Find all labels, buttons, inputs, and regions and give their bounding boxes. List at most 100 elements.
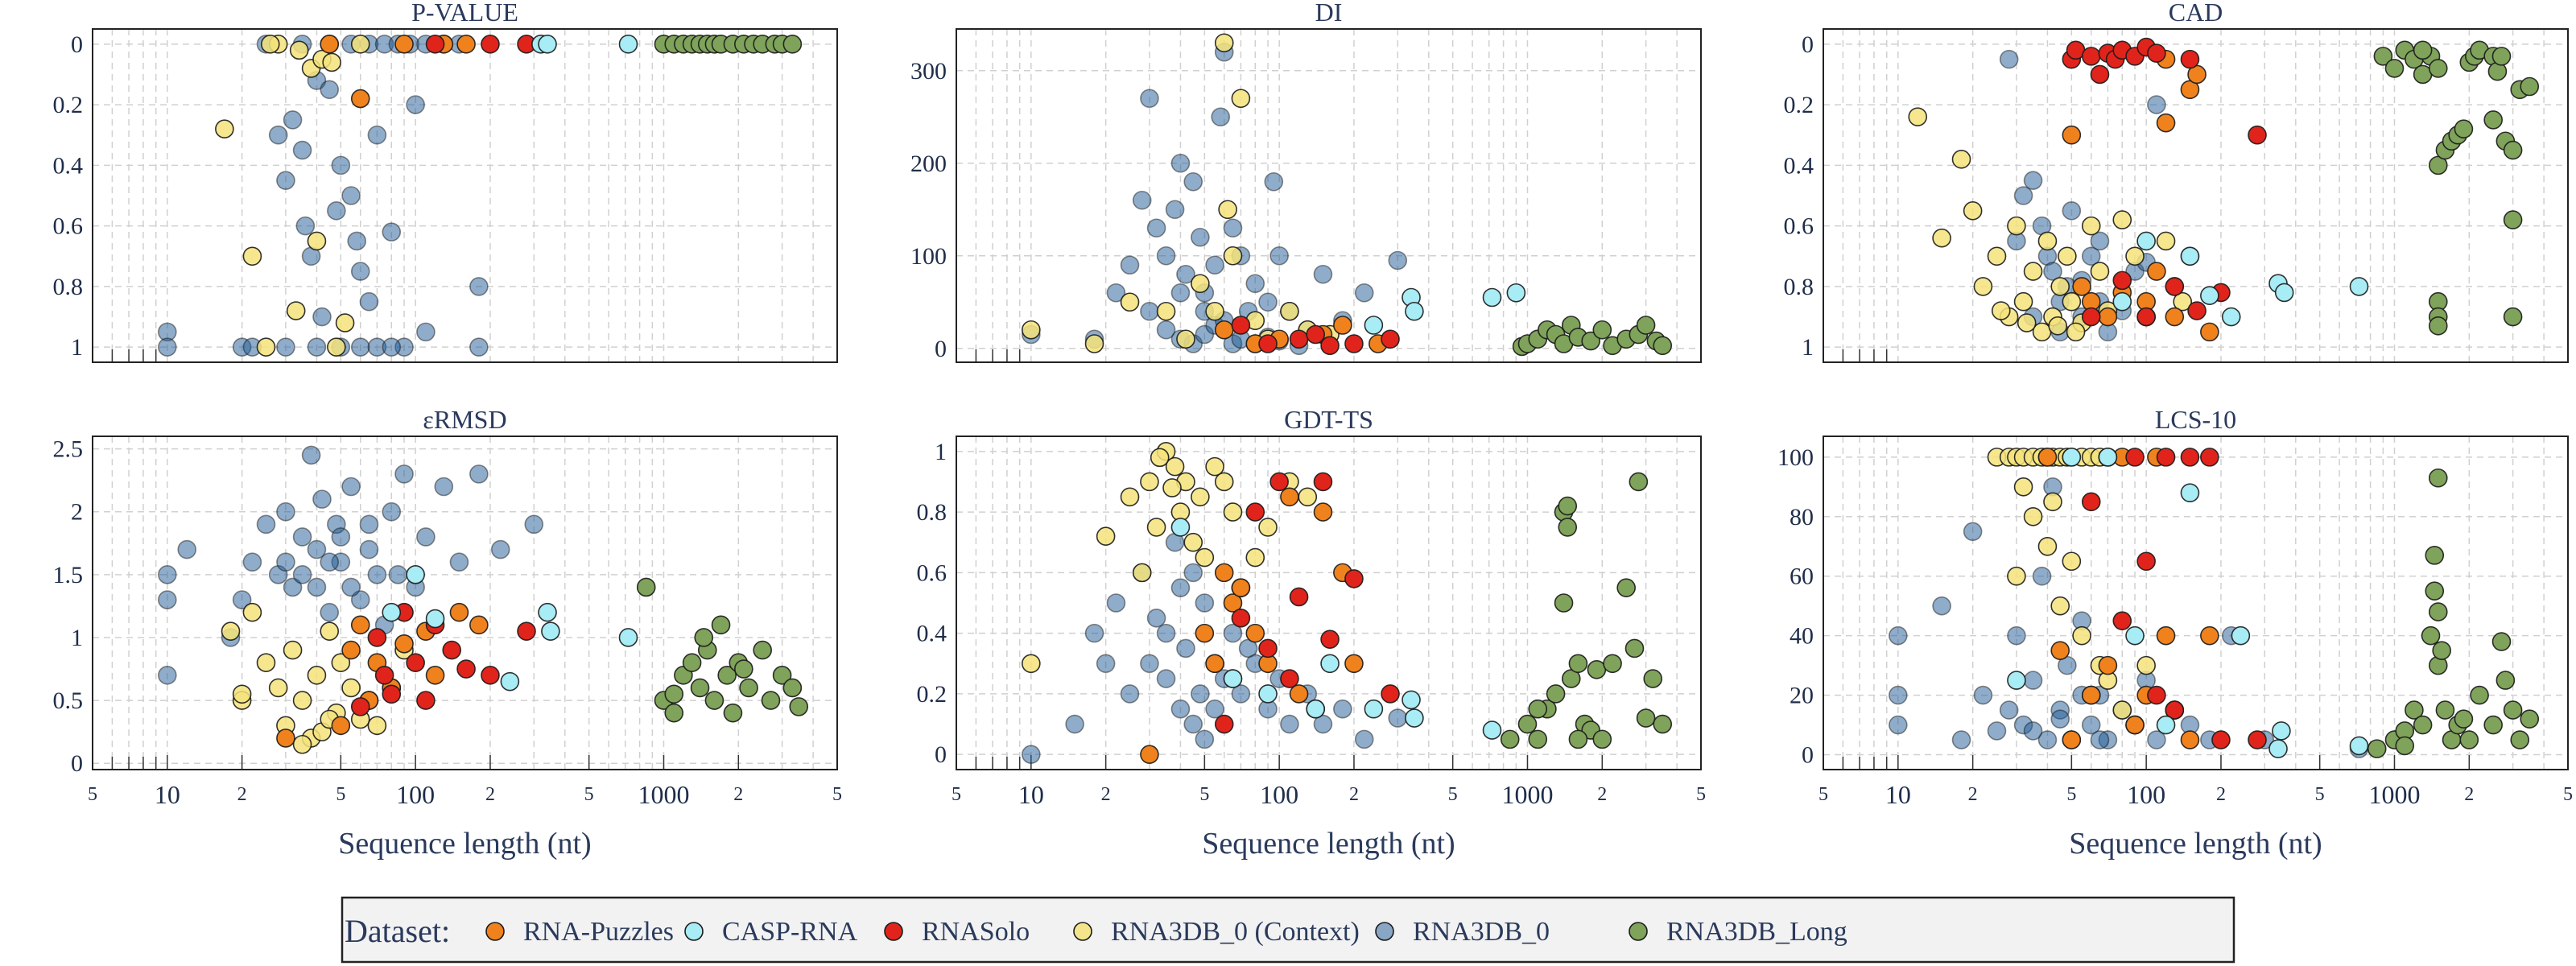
data-point [2072, 277, 2091, 296]
data-point [2413, 40, 2433, 60]
data-point [1258, 684, 1278, 704]
y-tick-label: 1 [1802, 334, 1814, 361]
data-point [2435, 700, 2455, 720]
data-point [1653, 336, 1673, 356]
x-tick-label: 100 [2127, 780, 2165, 809]
data-point [2081, 216, 2101, 236]
data-point [2007, 625, 2026, 646]
data-point [2156, 625, 2176, 646]
x-tick-label: 5 [88, 784, 97, 805]
data-point [2112, 210, 2132, 229]
data-point [2248, 730, 2267, 749]
data-point [367, 628, 387, 647]
data-point [292, 734, 312, 754]
data-point [1214, 714, 1234, 734]
data-point [1280, 714, 1299, 734]
data-point [2023, 507, 2043, 526]
data-point [425, 666, 445, 685]
data-point [1022, 320, 1041, 340]
data-point [1170, 578, 1191, 597]
data-point [158, 590, 177, 609]
legend-item-long: RNA3DB_Long [1629, 917, 1847, 947]
y-tick-label: 1 [71, 625, 83, 651]
data-point [350, 590, 370, 609]
x-tick-label: 2 [1101, 784, 1111, 805]
data-point [1132, 563, 1152, 583]
chart-panel-3: 0 0.2 0.4 0.6 0.8 1 CAD [1784, 0, 2569, 363]
data-point [481, 666, 500, 685]
data-point [2037, 448, 2058, 467]
series-puz [276, 602, 489, 748]
legend-marker [884, 922, 903, 941]
data-point [524, 514, 544, 535]
data-point [1636, 316, 1656, 335]
data-point [1306, 324, 1326, 345]
data-point [350, 697, 370, 716]
data-point [2428, 59, 2448, 78]
data-point [242, 552, 262, 572]
data-point [2373, 47, 2393, 66]
data-point [1528, 729, 1548, 749]
series-puz [1140, 487, 1364, 764]
data-point [2081, 307, 2101, 327]
y-tick-label: 200 [910, 151, 947, 177]
series-long [1500, 472, 1673, 749]
data-point [2221, 307, 2241, 327]
data-point [1405, 301, 1424, 321]
data-point [2180, 49, 2200, 69]
data-point [347, 231, 367, 251]
data-point [1889, 715, 1908, 735]
data-point [1313, 264, 1333, 284]
data-point [1170, 518, 1191, 537]
data-point [2520, 76, 2540, 97]
data-point [292, 691, 312, 710]
data-point [382, 684, 402, 704]
data-point [1223, 246, 1243, 266]
data-point [469, 615, 489, 635]
data-point [374, 666, 394, 685]
data-point [292, 527, 312, 547]
y-tick-label: 0.4 [53, 152, 84, 179]
data-point [367, 125, 387, 145]
data-point [434, 477, 454, 497]
data-point [1289, 587, 1309, 607]
data-point [442, 640, 462, 660]
data-point [1554, 593, 1574, 613]
data-point [2349, 736, 2369, 756]
data-point [1592, 729, 1612, 749]
data-point [1132, 190, 1152, 210]
data-point [286, 301, 306, 320]
plot-area [93, 29, 837, 362]
data-point [1162, 478, 1182, 497]
data-point [1482, 287, 1502, 308]
data-point [2470, 685, 2489, 705]
y-tick-label: 300 [910, 58, 947, 85]
data-point [1065, 714, 1084, 734]
data-point [1932, 228, 1951, 248]
data-point [1195, 547, 1215, 568]
data-point [2023, 721, 2043, 741]
data-point [2432, 641, 2451, 660]
data-point [2007, 671, 2026, 690]
series-casp [1364, 283, 1526, 335]
data-point [1084, 334, 1104, 353]
data-point [301, 445, 321, 465]
x-tick-label: 5 [832, 784, 842, 805]
data-point [1183, 171, 1203, 192]
data-point [1258, 638, 1278, 658]
data-point [772, 666, 792, 685]
data-point [1333, 699, 1352, 719]
data-point [2428, 602, 2448, 621]
data-point [538, 602, 557, 622]
data-point [341, 577, 361, 597]
data-point [1205, 654, 1224, 674]
data-point [1170, 153, 1191, 173]
data-point [2125, 246, 2145, 266]
data-point [2090, 231, 2110, 251]
data-point [2200, 322, 2219, 342]
data-point [1191, 684, 1210, 704]
data-point [295, 216, 316, 236]
data-point [1146, 609, 1166, 628]
data-point [2147, 730, 2166, 749]
